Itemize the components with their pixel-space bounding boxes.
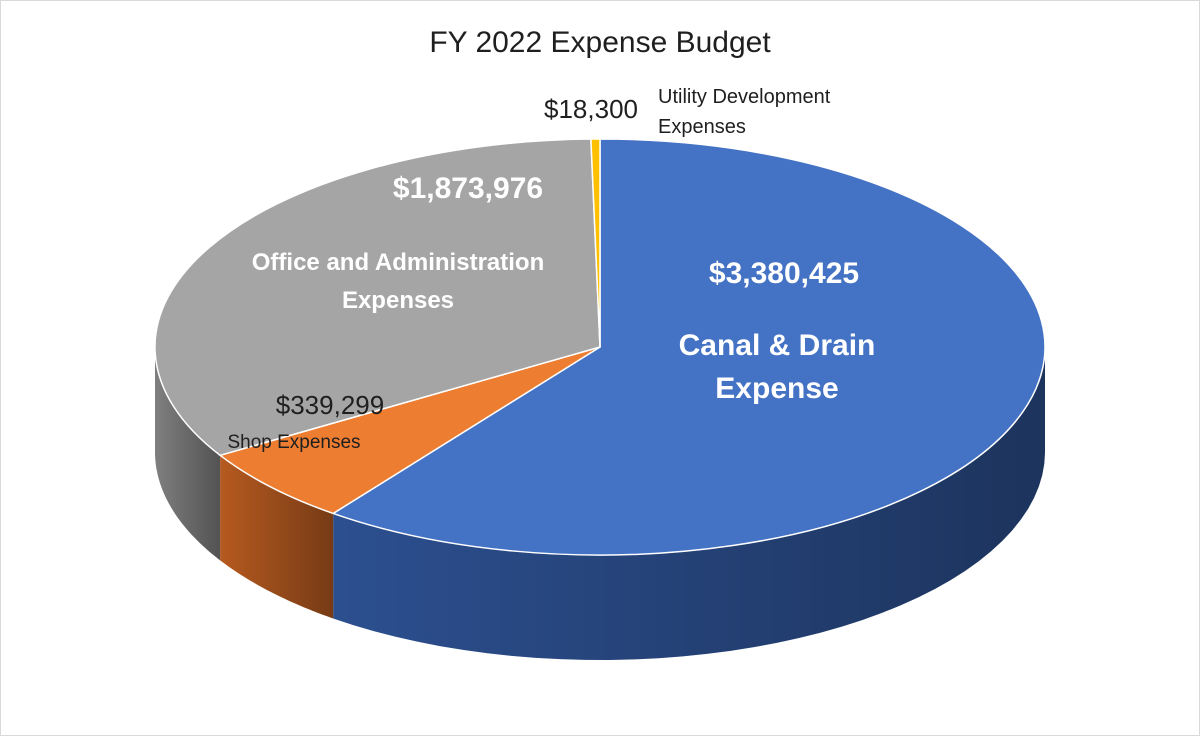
pie-labels: $3,380,425 Canal & Drain Expense $339,299 Sh… <box>227 86 875 453</box>
slice-category-label-4: Expenses <box>658 116 746 138</box>
slice-category-label-3: Office and Administration <box>252 249 544 276</box>
slice-value-label-1: $3,380,425 <box>709 257 859 290</box>
slice-value-label-4: $18,300 <box>544 94 638 124</box>
slice-category-label-1: Expense <box>715 372 838 405</box>
slice-category-label-4: Utility Development <box>658 86 831 108</box>
slice-category-label-3: Expenses <box>342 287 454 314</box>
slice-side-shade-1 <box>333 347 1045 660</box>
pie-slices <box>154 138 1046 556</box>
pie-slice-4 <box>590 138 601 348</box>
pie-sides <box>155 347 1045 660</box>
slice-category-label-2: Shop Expenses <box>227 432 360 453</box>
chart-title: FY 2022 Expense Budget <box>429 26 771 59</box>
slice-side-shade-3 <box>155 347 221 561</box>
slice-side-shade-2 <box>220 455 334 619</box>
slice-value-label-2: $339,299 <box>276 390 384 420</box>
slice-value-label-3: $1,873,976 <box>393 172 543 205</box>
pie-slice-2 <box>218 346 601 515</box>
pie-slice-1 <box>331 138 1046 556</box>
pie-slice-3 <box>154 138 601 457</box>
slice-category-label-1: Canal & Drain <box>679 329 876 362</box>
